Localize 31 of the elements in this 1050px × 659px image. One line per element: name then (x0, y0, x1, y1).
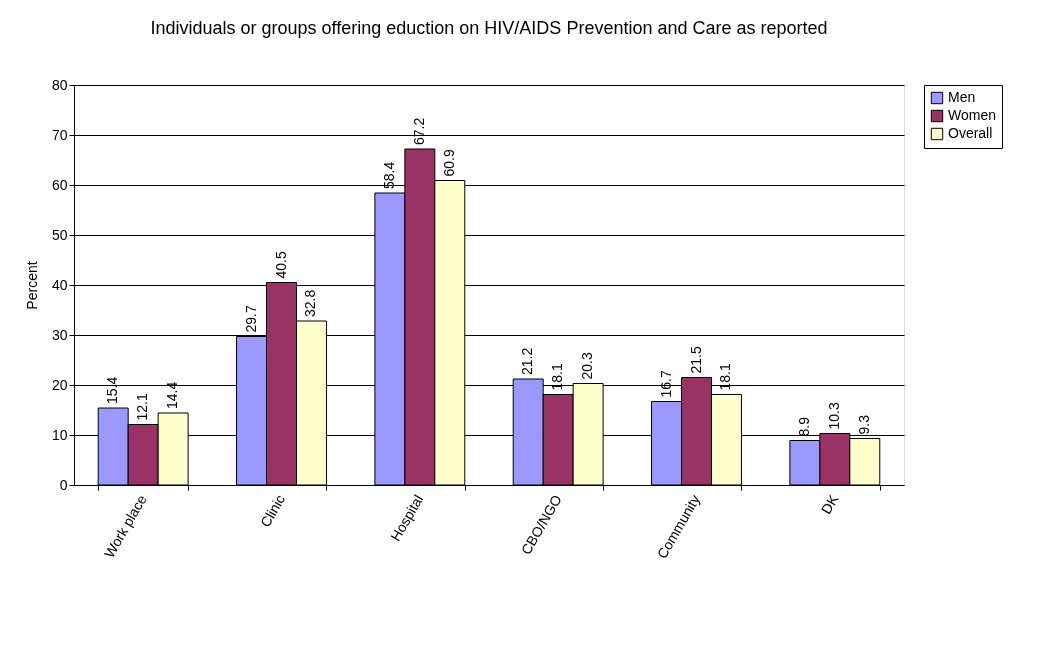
legend-label: Overall (948, 125, 993, 141)
data-label: 40.5 (272, 251, 289, 279)
y-tick-label: 50 (51, 226, 68, 243)
data-label: 21.2 (519, 347, 536, 375)
data-label: 21.5 (687, 346, 704, 374)
data-label: 29.7 (242, 305, 259, 333)
x-tick-label: DK (817, 491, 842, 517)
data-label: 18.1 (549, 363, 566, 391)
y-tick-label: 0 (59, 476, 68, 493)
y-axis-title: Percent (23, 261, 40, 310)
legend-label: Men (948, 89, 976, 105)
y-tick-label: 80 (51, 76, 68, 93)
data-label: 58.4 (380, 161, 397, 189)
data-label: 10.3 (825, 402, 842, 430)
y-tick-label: 20 (51, 376, 68, 393)
data-label: 67.2 (410, 117, 427, 145)
y-tick-label: 30 (51, 326, 68, 343)
y-tick-label: 60 (51, 176, 68, 193)
data-label: 18.1 (717, 363, 734, 391)
data-label: 9.3 (855, 414, 872, 435)
legend-label: Women (948, 107, 996, 123)
y-tick-label: 70 (51, 126, 68, 143)
data-label: 12.1 (134, 393, 151, 421)
data-label: 14.4 (164, 381, 181, 409)
y-tick-label: 40 (51, 276, 68, 293)
data-label: 60.9 (440, 149, 457, 177)
chart-title: Individuals or groups offering eduction on HIV/AIDS Prevention and Care as reported (150, 18, 828, 38)
data-label: 20.3 (579, 352, 596, 380)
data-label: 32.8 (302, 289, 319, 317)
y-tick-label: 10 (51, 426, 68, 443)
data-label: 15.4 (104, 376, 121, 404)
